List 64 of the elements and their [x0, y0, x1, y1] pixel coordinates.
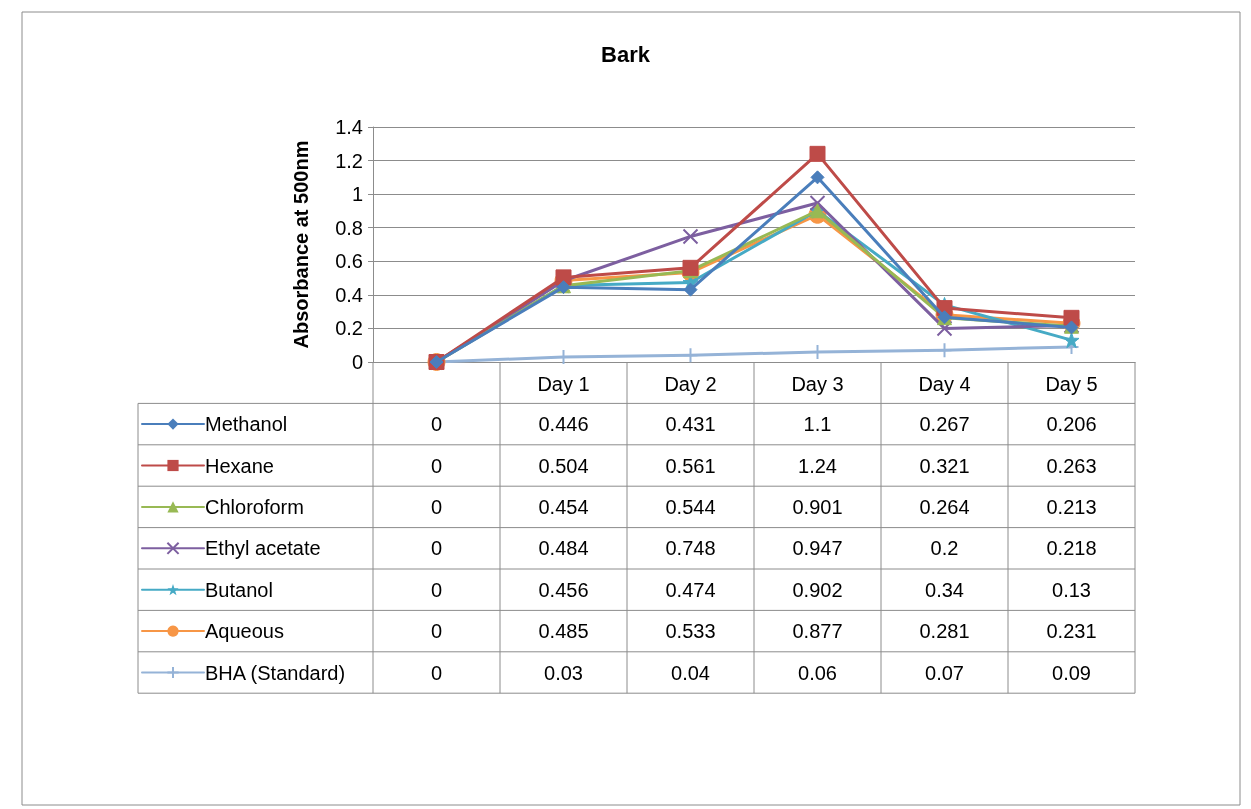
data-label: 0 — [430, 495, 443, 518]
data-label: 0 — [430, 454, 443, 477]
chart-title: Bark — [601, 41, 651, 67]
legend-label: Ethyl acetate — [205, 537, 321, 560]
x-tick-label: Day 3 — [791, 373, 844, 395]
data-label: 0.902 — [792, 578, 843, 601]
data-label: 0.264 — [919, 495, 970, 518]
data-label: 0.877 — [792, 620, 843, 643]
legend-label: Hexane — [205, 454, 274, 477]
legend-label: Aqueous — [205, 620, 284, 643]
y-tick-label: 1.4 — [335, 116, 363, 138]
legend-label: Butanol — [205, 578, 273, 601]
data-label: 0.218 — [1046, 537, 1097, 560]
data-label: 0 — [430, 537, 443, 560]
data-label: 0.484 — [538, 537, 589, 560]
data-label: 0.544 — [665, 495, 716, 518]
data-label: 0.2 — [930, 537, 959, 560]
data-label: 0.474 — [665, 578, 716, 601]
x-tick-label: Day 2 — [664, 373, 717, 395]
x-tick-label: Day 5 — [1045, 373, 1098, 395]
data-label: 0.901 — [792, 495, 843, 518]
y-tick-label: 0 — [351, 351, 363, 373]
data-label: 0.06 — [798, 661, 837, 684]
data-label: 0.231 — [1046, 620, 1097, 643]
data-label: 0 — [430, 620, 443, 643]
data-label: 0.456 — [538, 578, 589, 601]
data-label: 1.1 — [803, 413, 832, 436]
data-label: 0.504 — [538, 454, 589, 477]
data-label: 0.446 — [538, 413, 589, 436]
y-tick-label: 1 — [351, 183, 363, 206]
data-label: 0 — [430, 661, 443, 684]
x-tick-label: Day 4 — [918, 373, 971, 395]
data-label: 0.13 — [1052, 578, 1091, 601]
y-tick-label: 0.8 — [335, 216, 363, 239]
legend-label: Methanol — [205, 413, 288, 436]
data-label: 0.431 — [665, 413, 716, 436]
data-label: 0 — [430, 578, 443, 601]
data-label: 0.09 — [1052, 661, 1091, 684]
y-tick-label: 1.2 — [335, 149, 363, 172]
data-label: 0.07 — [925, 661, 964, 684]
data-label: 0.281 — [919, 620, 970, 643]
legend-label: BHA (Standard) — [205, 661, 346, 684]
y-tick-label: 0.2 — [335, 317, 363, 340]
data-label: 0.748 — [665, 537, 716, 560]
data-label: 0.267 — [919, 413, 970, 436]
data-label: 0.263 — [1046, 454, 1097, 477]
data-label: 0.561 — [665, 454, 716, 477]
data-label: 0.213 — [1046, 495, 1097, 518]
data-label: 0.533 — [665, 620, 716, 643]
x-tick-label: Day 1 — [537, 373, 590, 395]
y-tick-label: 0.4 — [335, 283, 363, 306]
data-label: 1.24 — [798, 454, 837, 477]
data-label: 0.454 — [538, 495, 589, 518]
legend-label: Chloroform — [205, 495, 304, 518]
y-axis-title: Absorbance at 500nm — [290, 140, 312, 349]
data-label: 0.947 — [792, 537, 843, 560]
data-label: 0.485 — [538, 620, 589, 643]
data-label: 0.206 — [1046, 413, 1097, 436]
data-label: 0 — [430, 413, 443, 436]
data-label: 0.04 — [671, 661, 710, 684]
data-label: 0.03 — [544, 661, 583, 684]
y-tick-label: 0.6 — [335, 250, 363, 273]
data-label: 0.321 — [919, 454, 970, 477]
data-label: 0.34 — [925, 578, 964, 601]
